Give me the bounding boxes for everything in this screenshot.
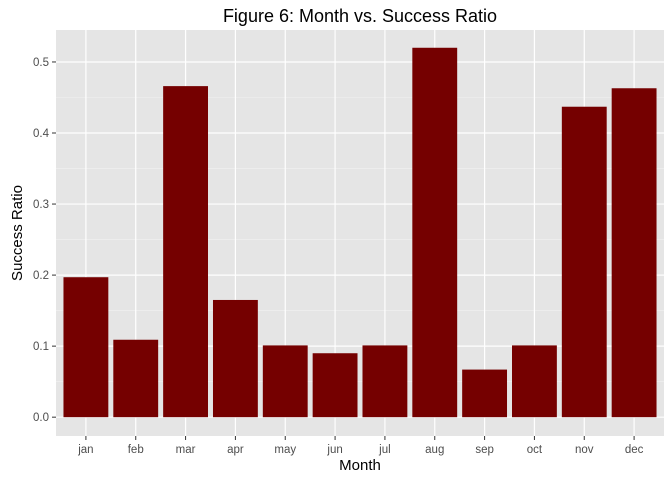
x-tick-label-jun: jun	[326, 444, 342, 456]
bar-apr	[212, 299, 258, 418]
x-tick-label-jul: jul	[378, 444, 391, 456]
x-tick-label-sep: sep	[475, 444, 494, 456]
y-axis-ticks: 0.0 0.1 0.2 0.3 0.4 0.5	[33, 57, 56, 424]
y-tick-label: 0.5	[33, 57, 49, 69]
bar-mar	[163, 86, 208, 418]
x-axis-ticks: jan feb mar apr may jun jul aug sep oct nov dec	[77, 436, 644, 456]
x-tick-label-may: may	[274, 444, 296, 456]
x-tick-label-nov: nov	[575, 444, 594, 456]
y-axis-title: Success Ratio	[9, 185, 26, 281]
chart-title: Figure 6: Month vs. Success Ratio	[222, 6, 498, 26]
bar-sep	[462, 369, 508, 418]
bar-may	[262, 345, 308, 418]
bar-oct	[512, 345, 557, 418]
bar-aug	[412, 47, 458, 418]
bar-jan	[63, 277, 109, 418]
x-axis-title: Month	[339, 457, 381, 474]
y-tick-label: 0.0	[33, 412, 49, 424]
x-tick-label-mar: mar	[176, 444, 196, 456]
bar-jul	[362, 345, 408, 418]
x-tick-label-aug: aug	[425, 444, 444, 456]
bar-nov	[561, 106, 607, 418]
y-tick-label: 0.1	[33, 341, 49, 353]
bar-dec	[611, 88, 657, 418]
x-tick-label-jan: jan	[77, 444, 93, 456]
x-tick-label-dec: dec	[625, 444, 644, 456]
bar-feb	[113, 339, 159, 418]
y-tick-label: 0.2	[33, 270, 49, 282]
bar-jun	[312, 353, 358, 418]
x-tick-label-feb: feb	[128, 444, 144, 456]
x-tick-label-apr: apr	[227, 444, 244, 456]
y-tick-label: 0.4	[33, 128, 50, 140]
y-tick-label: 0.3	[33, 199, 49, 211]
x-tick-label-oct: oct	[527, 444, 543, 456]
bars	[63, 47, 657, 418]
